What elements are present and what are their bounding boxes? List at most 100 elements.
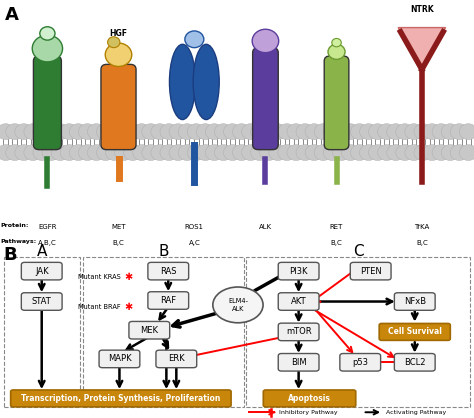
- Circle shape: [242, 124, 260, 140]
- Circle shape: [196, 145, 214, 161]
- Circle shape: [42, 124, 60, 140]
- Circle shape: [459, 145, 474, 161]
- Text: C: C: [353, 244, 364, 259]
- Circle shape: [369, 124, 387, 140]
- Circle shape: [33, 124, 51, 140]
- Circle shape: [278, 145, 296, 161]
- Circle shape: [6, 145, 24, 161]
- Text: B,C: B,C: [331, 240, 342, 246]
- Text: ALK: ALK: [232, 306, 244, 312]
- FancyBboxPatch shape: [324, 56, 349, 150]
- Text: RET: RET: [330, 224, 343, 230]
- Circle shape: [205, 124, 223, 140]
- Circle shape: [405, 145, 423, 161]
- Circle shape: [432, 124, 450, 140]
- FancyBboxPatch shape: [278, 323, 319, 341]
- FancyBboxPatch shape: [156, 350, 197, 368]
- Text: Mutant BRAF: Mutant BRAF: [79, 303, 123, 310]
- Circle shape: [24, 124, 42, 140]
- Circle shape: [242, 145, 260, 161]
- Text: ROS1: ROS1: [185, 224, 204, 230]
- Circle shape: [378, 145, 396, 161]
- FancyBboxPatch shape: [350, 263, 391, 280]
- Circle shape: [387, 145, 405, 161]
- Circle shape: [133, 124, 151, 140]
- Circle shape: [214, 145, 232, 161]
- Circle shape: [169, 124, 187, 140]
- Circle shape: [441, 145, 459, 161]
- Circle shape: [97, 124, 115, 140]
- Circle shape: [69, 124, 87, 140]
- Circle shape: [260, 124, 278, 140]
- Text: Mutant KRAS: Mutant KRAS: [78, 274, 123, 280]
- Text: BCL2: BCL2: [404, 358, 426, 367]
- Text: PTEN: PTEN: [360, 267, 382, 275]
- FancyBboxPatch shape: [99, 350, 140, 368]
- Circle shape: [251, 124, 269, 140]
- Circle shape: [332, 145, 350, 161]
- Circle shape: [0, 145, 15, 161]
- Circle shape: [305, 124, 323, 140]
- Text: BIM: BIM: [291, 358, 306, 367]
- Text: Transcription, Protein Synthesis, Proliferation: Transcription, Protein Synthesis, Prolif…: [21, 394, 220, 403]
- FancyBboxPatch shape: [148, 292, 189, 309]
- Circle shape: [359, 124, 377, 140]
- Text: ✱: ✱: [124, 272, 132, 282]
- FancyBboxPatch shape: [21, 263, 62, 280]
- Text: Protein:: Protein:: [0, 223, 28, 228]
- Circle shape: [32, 35, 63, 62]
- Circle shape: [97, 145, 115, 161]
- Circle shape: [42, 145, 60, 161]
- Text: B,C: B,C: [416, 240, 428, 246]
- Text: A: A: [36, 244, 47, 259]
- Text: mTOR: mTOR: [286, 327, 311, 336]
- Circle shape: [51, 145, 69, 161]
- Circle shape: [51, 124, 69, 140]
- Circle shape: [223, 145, 241, 161]
- Text: AKT: AKT: [291, 297, 306, 306]
- Circle shape: [142, 145, 160, 161]
- Circle shape: [269, 124, 287, 140]
- Text: NTRK: NTRK: [410, 5, 434, 14]
- Circle shape: [196, 124, 214, 140]
- Circle shape: [106, 145, 124, 161]
- Circle shape: [24, 145, 42, 161]
- Circle shape: [124, 124, 142, 140]
- Circle shape: [160, 124, 178, 140]
- FancyBboxPatch shape: [253, 48, 278, 150]
- Circle shape: [450, 124, 468, 140]
- Text: Pathways:: Pathways:: [0, 239, 36, 244]
- Circle shape: [6, 124, 24, 140]
- Text: PI3K: PI3K: [289, 267, 308, 275]
- Ellipse shape: [170, 44, 195, 120]
- Text: NFxB: NFxB: [404, 297, 426, 306]
- Circle shape: [78, 145, 96, 161]
- Text: B: B: [4, 246, 18, 264]
- FancyBboxPatch shape: [340, 354, 381, 371]
- Circle shape: [87, 124, 105, 140]
- Text: JAK: JAK: [35, 267, 48, 275]
- Text: Inhibitory Pathway: Inhibitory Pathway: [279, 410, 337, 415]
- Circle shape: [378, 124, 396, 140]
- Text: MAPK: MAPK: [108, 354, 131, 363]
- Circle shape: [213, 287, 263, 323]
- FancyBboxPatch shape: [264, 390, 356, 407]
- Circle shape: [178, 145, 196, 161]
- Polygon shape: [398, 28, 446, 69]
- FancyBboxPatch shape: [278, 263, 319, 280]
- Circle shape: [233, 145, 251, 161]
- Circle shape: [323, 145, 341, 161]
- Circle shape: [69, 145, 87, 161]
- Circle shape: [269, 145, 287, 161]
- Circle shape: [151, 124, 169, 140]
- Text: MET: MET: [111, 224, 126, 230]
- Circle shape: [350, 124, 368, 140]
- Text: ALK: ALK: [259, 224, 272, 230]
- Circle shape: [287, 124, 305, 140]
- Text: Apoptosis: Apoptosis: [288, 394, 331, 403]
- Circle shape: [314, 145, 332, 161]
- Text: MEK: MEK: [140, 326, 158, 335]
- Text: RAS: RAS: [160, 267, 176, 275]
- Circle shape: [387, 124, 405, 140]
- FancyBboxPatch shape: [278, 354, 319, 371]
